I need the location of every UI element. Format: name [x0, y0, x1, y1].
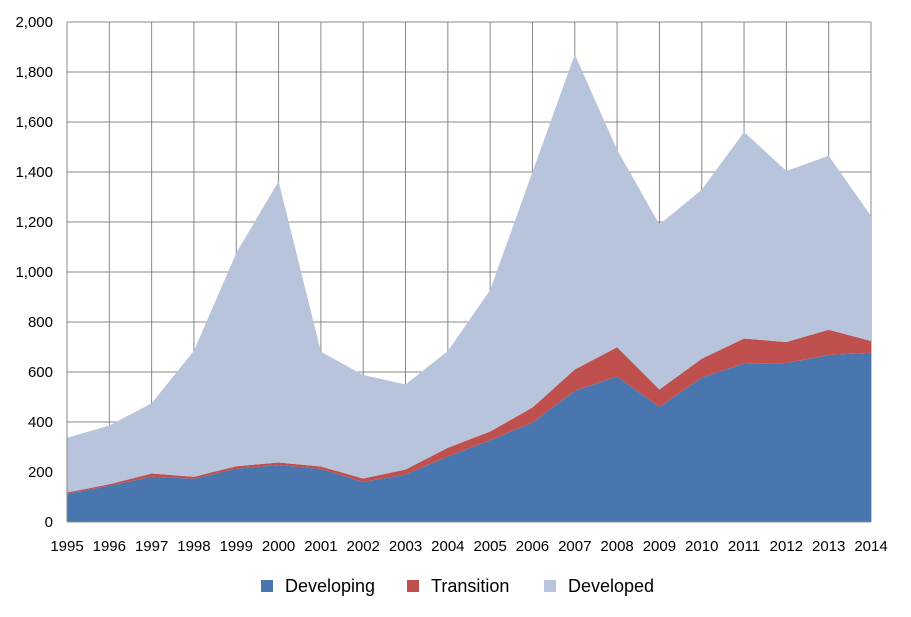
x-tick-label: 2009 [643, 538, 676, 555]
plot-areas [67, 54, 871, 522]
y-tick-label: 1,600 [15, 114, 53, 131]
legend-swatch-transition [407, 580, 419, 592]
legend-label: Developed [568, 576, 654, 596]
y-tick-label: 800 [28, 314, 53, 331]
x-tick-label: 2000 [262, 538, 295, 555]
x-tick-label: 2003 [389, 538, 422, 555]
legend-swatch-developed [544, 580, 556, 592]
legend-label: Developing [285, 576, 375, 596]
x-tick-label: 2004 [431, 538, 464, 555]
area-series-transition [67, 329, 871, 494]
x-tick-label: 1995 [50, 538, 83, 555]
legend-item-developed: Developed [544, 576, 654, 596]
y-tick-label: 1,800 [15, 64, 53, 81]
x-tick-label: 2011 [728, 538, 760, 555]
legend: Developing Transition Developed [261, 576, 654, 596]
x-tick-label: 1999 [220, 538, 253, 555]
area-series-developed [67, 54, 871, 493]
x-tick-label: 2013 [812, 538, 845, 555]
y-tick-label: 1,200 [15, 214, 53, 231]
y-tick-label: 1,400 [15, 164, 53, 181]
y-tick-label: 400 [28, 414, 53, 431]
x-tick-label: 2007 [558, 538, 591, 555]
x-tick-label: 1997 [135, 538, 168, 555]
x-tick-label: 2012 [770, 538, 803, 555]
legend-swatch-developing [261, 580, 273, 592]
legend-item-developing: Developing [261, 576, 375, 596]
x-tick-label: 1998 [177, 538, 210, 555]
y-tick-label: 0 [45, 514, 53, 531]
y-tick-label: 2,000 [15, 14, 53, 31]
x-tick-label: 2014 [854, 538, 887, 555]
legend-item-transition: Transition [407, 576, 509, 596]
x-tick-label: 2010 [685, 538, 718, 555]
x-tick-label: 2001 [304, 538, 337, 555]
y-tick-label: 200 [28, 464, 53, 481]
area-series-developing [67, 352, 871, 522]
y-tick-label: 1,000 [15, 264, 53, 281]
x-tick-label: 2008 [600, 538, 633, 555]
y-tick-label: 600 [28, 364, 53, 381]
legend-label: Transition [431, 576, 509, 596]
x-tick-label: 1996 [93, 538, 126, 555]
x-tick-label: 2002 [347, 538, 380, 555]
axes: 0 200 400 600 800 1,000 1,200 1,400 1,600 1,800 2,… [15, 14, 887, 555]
x-tick-label: 2006 [516, 538, 549, 555]
x-tick-label: 2005 [473, 538, 506, 555]
